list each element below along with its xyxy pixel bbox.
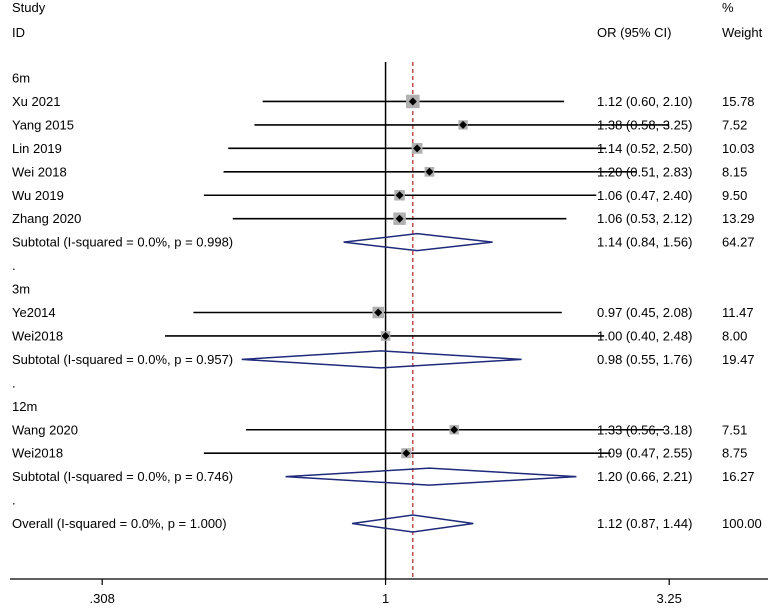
- pooled-diamond: [351, 514, 474, 533]
- row-label: Subtotal (I-squared = 0.0%, p = 0.998): [12, 235, 233, 250]
- pooled-diamond: [343, 232, 493, 252]
- ci-text: 1.20 (0.66, 2.21): [597, 469, 692, 484]
- ci-text: 1.06 (0.47, 2.40): [597, 188, 692, 203]
- row-subtotal: Subtotal (I-squared = 0.0%, p = 0.998) 1.…: [12, 232, 755, 252]
- header-weight-percent: %: [722, 0, 734, 15]
- header-weight: Weight: [722, 25, 763, 40]
- point-estimate-marker: [413, 144, 422, 153]
- ci-text: 0.98 (0.55, 1.76): [597, 352, 692, 367]
- header-study: Study: [12, 0, 46, 15]
- pooled-diamond: [241, 350, 522, 369]
- row-label: 12m: [12, 399, 37, 414]
- weight-text: 9.50: [722, 188, 747, 203]
- pooled-diamond: [285, 467, 577, 486]
- weight-text: 7.52: [722, 117, 747, 132]
- reference-lines: [384, 62, 414, 579]
- row-study: Wei2018 1.09 (0.47, 2.55) 8.75: [12, 446, 747, 461]
- weight-text: 7.51: [722, 422, 747, 437]
- row-study: Yang 2015 1.38 (0.58, 3.25) 7.52: [12, 117, 747, 132]
- header-id: ID: [12, 25, 25, 40]
- row-study: Lin 2019 1.14 (0.52, 2.50) 10.03: [12, 141, 755, 156]
- weight-text: 100.00: [722, 516, 762, 531]
- weight-text: 15.78: [722, 94, 755, 109]
- row-label: .: [12, 258, 16, 273]
- point-estimate-marker: [395, 191, 404, 200]
- row-study: Wei2018 1.00 (0.40, 2.48) 8.00: [12, 328, 747, 343]
- ci-text: 1.20 (0.51, 2.83): [597, 164, 692, 179]
- ci-text: 1.00 (0.40, 2.48): [597, 328, 692, 343]
- point-estimate-marker: [450, 425, 459, 434]
- weight-text: 19.47: [722, 352, 755, 367]
- point-estimate-marker: [374, 308, 383, 317]
- row-spacer: .: [12, 493, 16, 508]
- weight-text: 8.15: [722, 164, 747, 179]
- row-label: Wang 2020: [12, 422, 78, 437]
- row-study: Wei 2018 1.20 (0.51, 2.83) 8.15: [12, 164, 747, 179]
- row-study: Wang 2020 1.33 (0.56, 3.18) 7.51: [12, 422, 747, 437]
- row-label: Subtotal (I-squared = 0.0%, p = 0.957): [12, 352, 233, 367]
- row-label: Wu 2019: [12, 188, 64, 203]
- row-label: 6m: [12, 71, 30, 86]
- x-axis: .308 1 3.25: [10, 578, 768, 606]
- weight-text: 16.27: [722, 469, 755, 484]
- row-label: Ye2014: [12, 305, 56, 320]
- row-subtotal: Subtotal (I-squared = 0.0%, p = 0.746) 1.…: [12, 467, 755, 486]
- weight-text: 11.47: [722, 305, 754, 320]
- ci-text: 1.14 (0.84, 1.56): [597, 235, 692, 250]
- x-tick-label: .308: [90, 591, 115, 606]
- weight-text: 10.03: [722, 141, 755, 156]
- row-label: Wei2018: [12, 446, 63, 461]
- ci-text: 1.09 (0.47, 2.55): [597, 446, 692, 461]
- ci-text: 1.38 (0.58, 3.25): [597, 117, 692, 132]
- row-label: 3m: [12, 282, 30, 297]
- row-label: Wei 2018: [12, 164, 67, 179]
- row-group: 12m: [12, 399, 37, 414]
- row-group: 3m: [12, 282, 30, 297]
- ci-text: 0.97 (0.45, 2.08): [597, 305, 692, 320]
- row-label: Subtotal (I-squared = 0.0%, p = 0.746): [12, 469, 233, 484]
- header-ci: OR (95% CI): [597, 25, 671, 40]
- point-estimate-marker: [395, 214, 404, 223]
- row-label: Wei2018: [12, 328, 63, 343]
- row-overall: Overall (I-squared = 0.0%, p = 1.000) 1.1…: [12, 514, 762, 533]
- row-label: Lin 2019: [12, 141, 62, 156]
- ci-text: 1.06 (0.53, 2.12): [597, 211, 692, 226]
- x-tick-label: 1: [382, 591, 389, 606]
- row-study: Zhang 2020 1.06 (0.53, 2.12) 13.29: [12, 211, 755, 226]
- row-subtotal: Subtotal (I-squared = 0.0%, p = 0.957) 0.…: [12, 350, 755, 369]
- point-estimate-marker: [381, 331, 390, 340]
- ci-text: 1.12 (0.60, 2.10): [597, 94, 692, 109]
- row-label: Zhang 2020: [12, 211, 81, 226]
- row-study: Ye2014 0.97 (0.45, 2.08) 11.47: [12, 305, 754, 320]
- weight-text: 64.27: [722, 235, 755, 250]
- x-tick-label: 3.25: [657, 591, 682, 606]
- row-label: Overall (I-squared = 0.0%, p = 1.000): [12, 516, 227, 531]
- row-label: Xu 2021: [12, 94, 60, 109]
- weight-text: 13.29: [722, 211, 755, 226]
- row-study: Xu 2021 1.12 (0.60, 2.10) 15.78: [12, 94, 755, 109]
- ci-text: 1.12 (0.87, 1.44): [597, 516, 692, 531]
- point-estimate-marker: [402, 449, 411, 458]
- ci-text: 1.14 (0.52, 2.50): [597, 141, 692, 156]
- row-label: .: [12, 493, 16, 508]
- point-estimate-marker: [408, 97, 417, 106]
- row-group: 6m: [12, 71, 30, 86]
- row-label: Yang 2015: [12, 117, 74, 132]
- row-study: Wu 2019 1.06 (0.47, 2.40) 9.50: [12, 188, 747, 203]
- row-spacer: .: [12, 258, 16, 273]
- row-spacer: .: [12, 375, 16, 390]
- column-headers: Study ID OR (95% CI) % Weight: [12, 0, 763, 40]
- weight-text: 8.00: [722, 328, 747, 343]
- row-label: .: [12, 375, 16, 390]
- point-estimate-marker: [459, 120, 468, 129]
- study-rows: 6m Xu 2021 1.12 (0.60, 2.10) 15.78 Yang 2015…: [12, 71, 762, 533]
- weight-text: 8.75: [722, 446, 747, 461]
- ci-text: 1.33 (0.56, 3.18): [597, 422, 692, 437]
- point-estimate-marker: [425, 167, 434, 176]
